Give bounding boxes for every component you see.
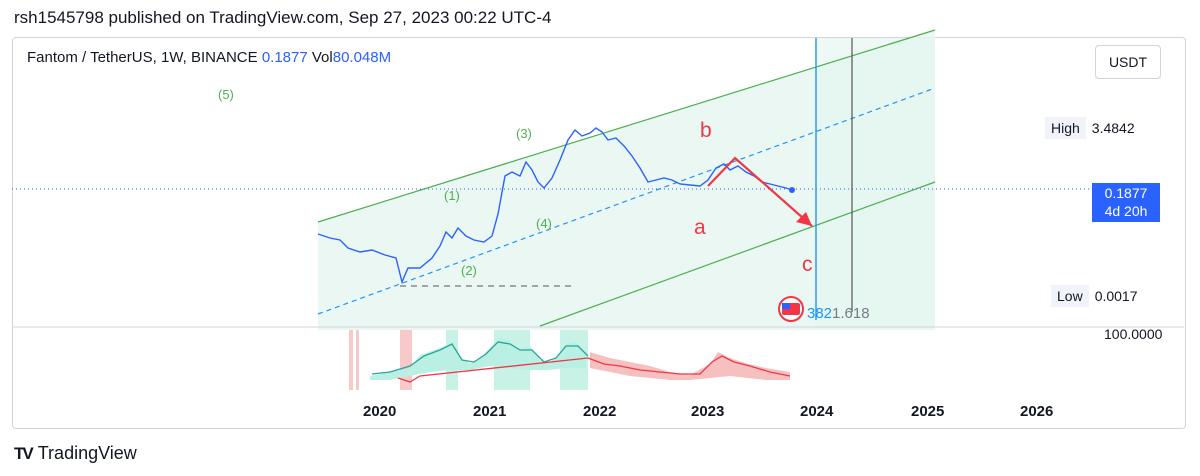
channel-lower-line	[539, 181, 936, 327]
abc-projection-arrow	[707, 156, 813, 227]
wave-label-3: (3)	[516, 126, 532, 141]
chart-frame	[12, 37, 1186, 429]
x-tick-2025: 2025	[911, 403, 944, 420]
low-label: Low	[1051, 285, 1089, 307]
channel-midline	[317, 87, 936, 315]
indicator-scale-value: 100.0000	[1104, 326, 1163, 342]
currency-button[interactable]: USDT	[1095, 45, 1161, 79]
x-tick-2020: 2020	[363, 403, 396, 420]
bar-countdown: 4d 20h	[1104, 203, 1148, 219]
fib-label-1618: 1.618	[832, 305, 870, 322]
brand-footer[interactable]: TV TradingView	[14, 443, 137, 464]
indicator-line-red	[397, 355, 791, 383]
symbol-name: Fantom / TetherUS, 1W, BINANCE	[27, 49, 258, 66]
x-tick-2026: 2026	[1020, 403, 1053, 420]
high-label: High	[1045, 117, 1086, 139]
wave-label-4: (4)	[536, 216, 552, 231]
channel-band	[318, 30, 935, 330]
high-tag: High 3.4842	[1045, 117, 1141, 139]
symbol-header: Fantom / TetherUS, 1W, BINANCE 0.1877 Vo…	[27, 49, 391, 66]
wave-label-2: (2)	[461, 263, 477, 278]
indicator-bg-red-2	[356, 330, 359, 390]
fib-label-382: 382	[807, 305, 832, 322]
x-tick-2021: 2021	[473, 403, 506, 420]
price-line	[317, 127, 793, 285]
abc-arrow-head	[796, 212, 812, 226]
wave-label-5: (5)	[218, 87, 234, 102]
last-price-label: 0.1877 4d 20h	[1092, 183, 1160, 222]
low-tag: Low 0.0017	[1051, 285, 1144, 307]
brand-name: TradingView	[37, 443, 137, 463]
tradingview-logo-icon: TV	[14, 443, 34, 463]
symbol-price: 0.1877	[261, 49, 308, 66]
projection-zone	[815, 38, 935, 328]
wave-label-1: (1)	[444, 188, 460, 203]
channel-upper-line	[317, 29, 936, 223]
us-flag-canton	[782, 303, 790, 309]
low-value: 0.0017	[1094, 288, 1138, 304]
indicator-line-green	[371, 341, 589, 375]
last-price-value: 0.1877	[1104, 185, 1148, 201]
volume-value: 80.048M	[332, 49, 392, 66]
indicator-area-red	[590, 352, 790, 380]
volume-label: Vol	[311, 49, 333, 66]
x-tick-2024: 2024	[800, 403, 834, 420]
high-value: 3.4842	[1091, 120, 1135, 136]
x-tick-2022: 2022	[583, 403, 616, 420]
abc-label-c: c	[802, 253, 813, 276]
publish-info: rsh1545798 published on TradingView.com,…	[14, 8, 552, 27]
x-tick-2023: 2023	[691, 403, 724, 420]
abc-label-a: a	[694, 216, 706, 239]
indicator-bg-red-1	[349, 330, 353, 390]
last-price-dot	[789, 187, 795, 193]
abc-label-b: b	[700, 119, 712, 142]
